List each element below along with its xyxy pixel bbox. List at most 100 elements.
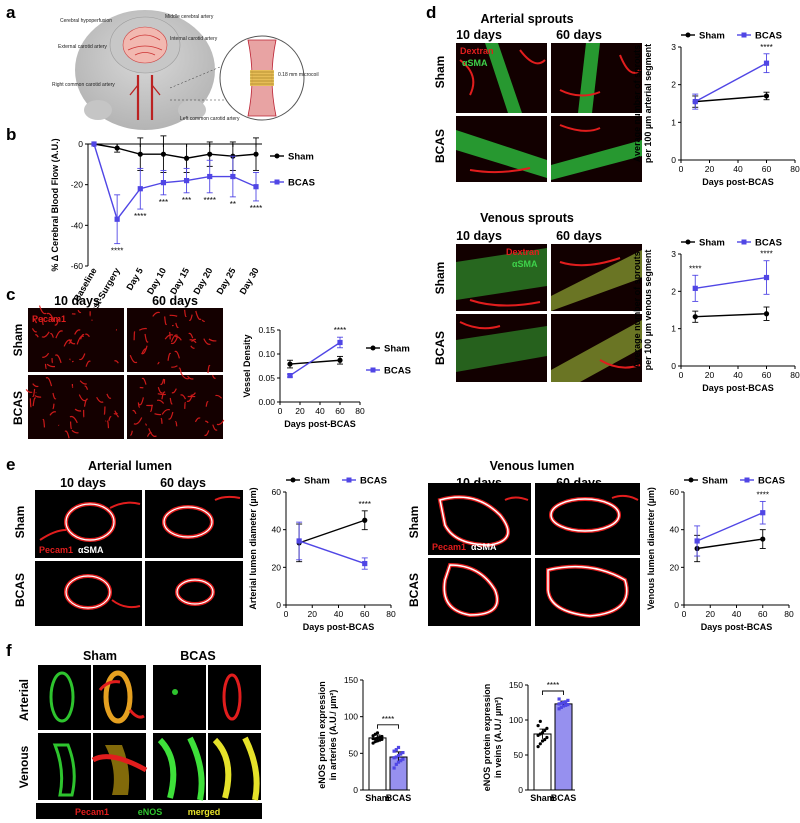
- c-vessel-segment: [204, 420, 209, 424]
- d2-y-tick-label: 0: [671, 361, 676, 371]
- panel-f: f Sham BCAS Arterial Venous Pecam1: [6, 641, 576, 819]
- c-vessel-segment: [168, 411, 174, 420]
- c-micrographs: [25, 305, 225, 439]
- c-vessel-segment: [170, 336, 179, 345]
- d-ven-stain1: Dextran: [506, 247, 540, 257]
- e1-y-label: Arterial lumen diameter (µm): [248, 487, 258, 609]
- c-img-sham-10: [28, 308, 124, 372]
- f2-y-label: eNOS protein expression: [482, 684, 492, 792]
- c-vessel-segment: [31, 328, 38, 333]
- f2-data-point: [564, 700, 568, 704]
- c-legend-marker: [370, 367, 376, 373]
- c-series-line: [289, 359, 341, 365]
- c-vessel-segment: [160, 417, 163, 424]
- e2-x-tick-label: 80: [784, 609, 794, 619]
- f2-data-point: [536, 745, 540, 749]
- c-vessel-segment: [194, 417, 201, 423]
- d1-x-tick-label: 40: [733, 164, 743, 174]
- d-art-stain1: Dextran: [460, 46, 494, 56]
- c-vessel-segment: [54, 318, 60, 326]
- c-vessel-segment: [152, 311, 160, 317]
- f1-data-point: [380, 734, 384, 739]
- f2-y-tick-label: 150: [509, 680, 523, 690]
- c-vessel-segment: [46, 363, 56, 368]
- e1-x-tick-label: 80: [386, 609, 396, 619]
- c-vessel-segment: [169, 314, 178, 317]
- c-vessel-segment: [141, 377, 147, 385]
- b-series-line: [93, 143, 257, 221]
- c-significance: ****: [334, 326, 346, 335]
- anat-label-2: Internal carotid artery: [170, 36, 218, 42]
- d2-series-line: [695, 313, 767, 318]
- e1-x-tick-label: 40: [334, 609, 344, 619]
- b-x-tick-label: Day 15: [168, 266, 191, 296]
- b-x-tick-label: Day 10: [145, 266, 168, 296]
- e1-point: [362, 560, 368, 567]
- d2-x-tick-label: 0: [679, 370, 684, 380]
- e2-legend-label: Sham: [702, 476, 728, 487]
- c-vessel-segment: [34, 395, 42, 398]
- panel-letter-b: b: [6, 125, 16, 144]
- c-row-bcas: BCAS: [11, 391, 25, 425]
- b-point: [160, 180, 167, 186]
- d2-legend-marker: [685, 239, 691, 245]
- d-art-row-sham: Sham: [433, 56, 447, 89]
- e-ven-row-bcas: BCAS: [407, 573, 421, 607]
- c-vessel-segment: [74, 408, 82, 412]
- c-vessel-segment: [169, 397, 173, 405]
- c-vessel-segment: [144, 333, 149, 343]
- c-vessel-segment: [79, 380, 87, 385]
- c-vessel-segment: [96, 396, 104, 403]
- e-art-col-10: 10 days: [60, 476, 106, 490]
- b-y-label: % Δ Cerebral Blood Flow (A.U.): [50, 138, 60, 271]
- c-vessel-segment: [204, 430, 210, 436]
- c-col-10: 10 days: [54, 294, 100, 308]
- b-significance: **: [230, 200, 236, 209]
- c-vessel-segment: [216, 419, 225, 426]
- e-ven-row-sham: Sham: [407, 506, 421, 539]
- c-legend-sham: Sham: [366, 344, 410, 355]
- f2-data-point: [536, 724, 540, 728]
- c-vessel-segment: [141, 345, 148, 355]
- b-series-line: [93, 143, 257, 159]
- c-vessel-segment: [52, 403, 55, 410]
- c-y-label: Vessel Density: [242, 334, 252, 397]
- f1-data-point: [380, 737, 384, 742]
- c-vessel-segment: [32, 397, 37, 407]
- e-art-img-sham-60: [145, 490, 243, 558]
- c-vessel-segment: [190, 345, 195, 349]
- c-vessel-segment: [184, 402, 186, 409]
- b-y-tick-label: -40: [71, 220, 84, 230]
- c-vessel-segment: [164, 316, 168, 326]
- d-ven-col-10: 10 days: [456, 229, 502, 243]
- d1-y-tick-label: 0: [671, 155, 676, 165]
- e1-y-tick-label: 20: [272, 562, 282, 572]
- d1-x-tick-label: 80: [790, 164, 800, 174]
- f1-data-point: [399, 752, 403, 756]
- e-art-stain1: Pecam1: [39, 545, 73, 555]
- mouse-illustration: [75, 10, 233, 130]
- chart-d2: 0 1 2 3 0 20 40 60 80 Days post-BCAS Average numbe…: [632, 238, 800, 394]
- b-x-tick-label: Day 30: [238, 266, 261, 296]
- b-point: [137, 151, 143, 157]
- c-col-60: 60 days: [152, 294, 198, 308]
- panel-a: a Cerebral hypoperfusion Middle cerebral…: [6, 3, 319, 130]
- e1-legend-bcas: BCAS: [342, 476, 387, 487]
- d1-point: [692, 99, 698, 105]
- c-vessel-segment: [32, 388, 36, 398]
- f1-data-point: [401, 751, 405, 755]
- d1-x-label: Days post-BCAS: [702, 177, 774, 187]
- f1-bar-bcas: [389, 745, 408, 791]
- anat-label-0: Cerebral hypoperfusion: [60, 18, 112, 24]
- f1-data-point: [394, 762, 398, 766]
- f-row-arterial: Arterial: [17, 679, 31, 721]
- e2-y-tick-label: 0: [674, 600, 679, 610]
- c-vessel-segment: [160, 378, 165, 385]
- c-x-label: Days post-BCAS: [284, 419, 356, 429]
- c-vessel-segment: [113, 413, 119, 418]
- f2-y-tick-label: 100: [509, 715, 523, 725]
- panel-e: e Arterial lumen 10 days 60 days Sham BC…: [6, 455, 794, 632]
- e2-legend-label: BCAS: [758, 476, 785, 487]
- c-vessel-segment: [64, 430, 70, 439]
- f2-significance-bracket: [542, 690, 564, 695]
